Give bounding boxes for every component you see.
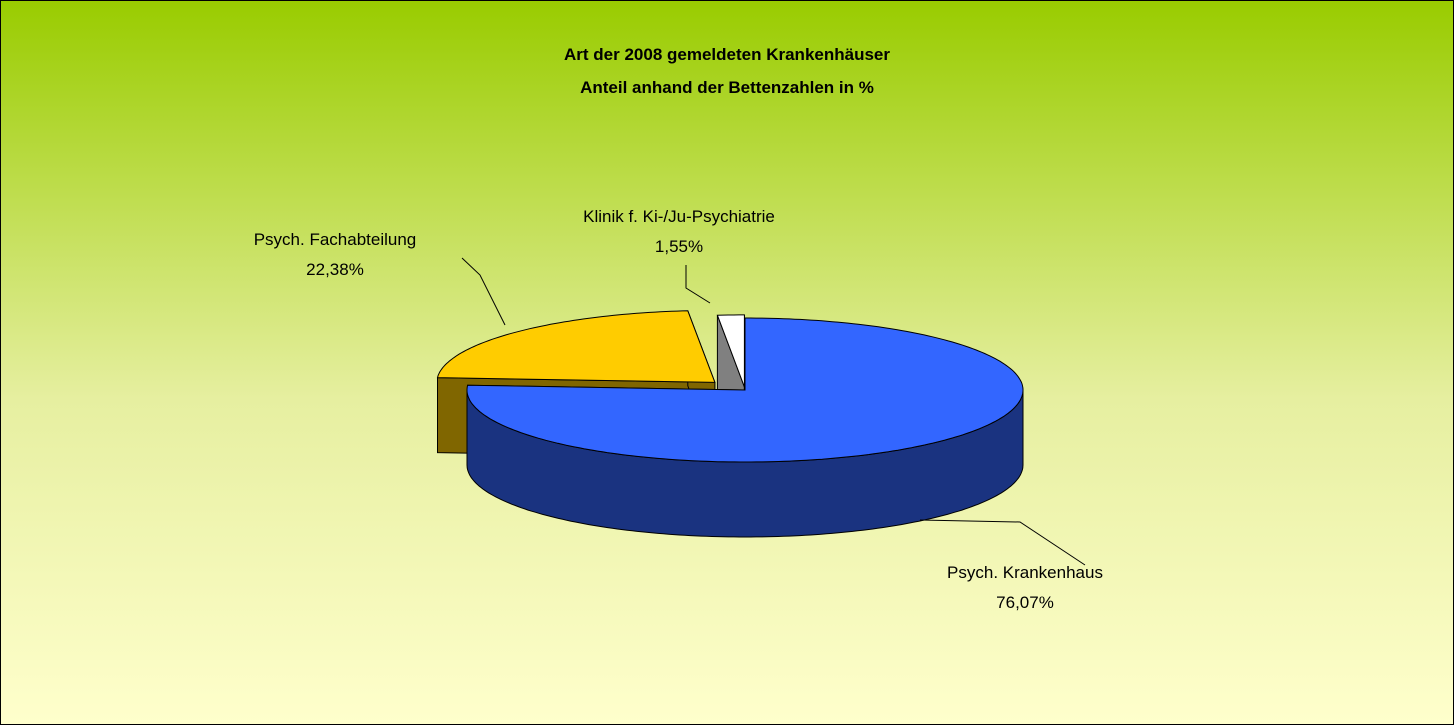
chart-subtitle: Anteil anhand der Bettenzahlen in %: [580, 78, 874, 97]
data-label-name: Psych. Fachabteilung: [254, 230, 417, 249]
data-label-name: Psych. Krankenhaus: [947, 563, 1103, 582]
slice: [716, 314, 745, 388]
data-label-value: 76,07%: [996, 593, 1054, 612]
data-label-value: 22,38%: [306, 260, 364, 279]
leader-line: [919, 519, 1086, 566]
slice: [466, 317, 1024, 463]
data-label-value: 1,55%: [655, 237, 703, 256]
data-label-name: Klinik f. Ki-/Ju-Psychiatrie: [583, 207, 775, 226]
slice: [436, 310, 716, 383]
leader-line: [461, 257, 506, 326]
chart-title: Art der 2008 gemeldeten Krankenhäuser: [564, 45, 890, 64]
pie: Psych. Krankenhaus 76,07% Psych. Fachabtei…: [254, 207, 1103, 612]
leader-line: [685, 265, 711, 304]
